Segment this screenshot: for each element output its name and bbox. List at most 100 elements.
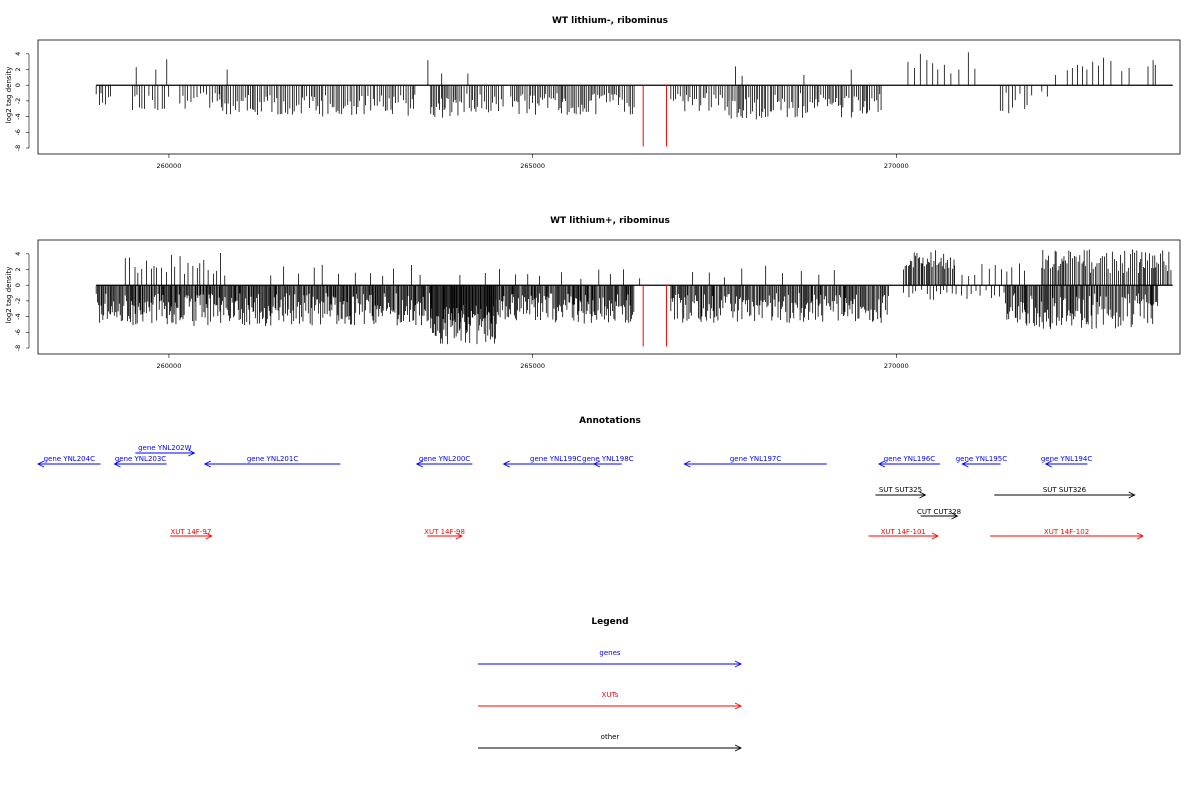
y-tick-label: -8 xyxy=(14,145,22,151)
feature-genes: gene YNL199C xyxy=(502,455,608,468)
feature-label: gene YNL201C xyxy=(247,455,298,463)
arrowhead-icon xyxy=(734,744,743,752)
feature-genes: gene YNL196C xyxy=(877,455,941,468)
arrowhead-icon xyxy=(734,702,743,710)
legend-entry: genes xyxy=(478,649,743,668)
feature-label: gene YNL200C xyxy=(419,455,470,463)
legend-entries: genes XUTs other xyxy=(478,649,743,752)
arrowhead-icon xyxy=(1136,532,1145,540)
arrowhead-icon xyxy=(734,660,743,668)
y-tick-label: 0 xyxy=(14,283,22,287)
y-tick-label: 2 xyxy=(14,67,22,71)
arrowhead-icon xyxy=(205,532,213,540)
y-tick-label: 2 xyxy=(14,267,22,271)
feature-genes: gene YNL194C xyxy=(1041,455,1092,468)
arrowhead-icon xyxy=(931,532,939,540)
feature-xuts: XUT 14F-98 xyxy=(424,528,465,540)
y-tick-label: -4 xyxy=(14,313,22,319)
feature-others: SUT SUT325 xyxy=(875,486,927,499)
panel-2-ylabel: log2 tag density xyxy=(5,267,13,324)
annotations-title: Annotations xyxy=(579,416,641,426)
feature-xuts: XUT 14F-97 xyxy=(170,528,213,540)
arrowhead-icon xyxy=(919,491,927,499)
feature-genes: gene YNL197C xyxy=(683,455,827,468)
x-tick-label: 270000 xyxy=(884,362,909,370)
feature-genes: gene YNL198C xyxy=(582,455,634,468)
arrowhead-icon xyxy=(502,460,510,468)
feature-label: XUT 14F-101 xyxy=(881,528,926,536)
feature-label: XUT 14F-97 xyxy=(170,528,211,536)
y-tick-label: -4 xyxy=(14,113,22,119)
y-tick-label: -2 xyxy=(14,98,22,104)
feature-others: SUT SUT326 xyxy=(994,486,1136,499)
panel-lithium-plus: WT lithium+, ribominus log2 tag density … xyxy=(5,216,1181,370)
feature-label: gene YNL197C xyxy=(730,455,781,463)
panel-1-ylabel: log2 tag density xyxy=(5,67,13,124)
panel-2-y-axis: 4 2 0 -2 -4 -6 -8 xyxy=(14,252,30,351)
feature-others: CUT CUT328 xyxy=(917,508,961,520)
y-tick-label: -2 xyxy=(14,298,22,304)
x-tick-label: 260000 xyxy=(157,162,182,170)
panel-2-x-axis: 260000 265000 270000 xyxy=(157,354,909,370)
arrowhead-icon xyxy=(113,460,121,468)
y-tick-label: -6 xyxy=(14,329,22,335)
feature-xuts: XUT 14F-101 xyxy=(868,528,939,540)
arrowhead-icon xyxy=(203,460,211,468)
feature-genes: gene YNL201C xyxy=(203,455,341,468)
panel-lithium-minus: WT lithium-, ribominus log2 tag density … xyxy=(5,16,1181,170)
feature-genes: gene YNL195C xyxy=(956,455,1007,468)
arrowhead-icon xyxy=(951,512,959,520)
arrowhead-icon xyxy=(455,532,463,540)
feature-genes: gene YNL203C xyxy=(113,455,167,468)
feature-label: gene YNL204C xyxy=(44,455,95,463)
arrowhead-icon xyxy=(188,449,196,457)
feature-label: SUT SUT326 xyxy=(1043,486,1087,494)
feature-genes: gene YNL200C xyxy=(415,455,473,468)
arrowhead-icon xyxy=(415,460,423,468)
feature-label: XUT 14F-102 xyxy=(1044,528,1089,536)
legend-title: Legend xyxy=(591,617,628,627)
arrowhead-icon xyxy=(592,460,601,468)
arrowhead-icon xyxy=(683,460,691,468)
arrowhead-icon xyxy=(1044,460,1052,468)
x-tick-label: 265000 xyxy=(520,162,545,170)
feature-label: CUT CUT328 xyxy=(917,508,961,516)
feature-label: gene YNL198C xyxy=(582,455,633,463)
legend-label: other xyxy=(601,733,620,741)
feature-label: gene YNL203C xyxy=(115,455,166,463)
panel-2-bars xyxy=(95,249,1173,347)
annotations-track: Annotations gene YNL204C gene YNL203Cgene… xyxy=(36,416,1145,540)
panel-1-y-axis: 4 2 0 -2 -4 -6 -8 xyxy=(14,52,30,151)
panel-1-title: WT lithium-, ribominus xyxy=(552,16,668,26)
feature-genes: gene YNL204C xyxy=(36,455,101,468)
panel-2-title: WT lithium+, ribominus xyxy=(550,216,670,226)
arrowhead-icon xyxy=(961,460,969,468)
legend-label: genes xyxy=(599,649,620,657)
arrowhead-icon xyxy=(36,460,45,468)
panel-1-bars xyxy=(95,52,1173,147)
panel-1-x-axis: 260000 265000 270000 xyxy=(157,154,909,170)
y-tick-label: 0 xyxy=(14,83,22,87)
x-tick-label: 265000 xyxy=(520,362,545,370)
legend-label: XUTs xyxy=(602,691,619,699)
y-tick-label: 4 xyxy=(14,252,22,256)
y-tick-label: -8 xyxy=(14,345,22,351)
feature-label: gene YNL195C xyxy=(956,455,1007,463)
panel-2-plot-frame xyxy=(37,239,1181,355)
feature-xuts: XUT 14F-102 xyxy=(990,528,1145,540)
y-tick-label: 4 xyxy=(14,52,22,56)
y-tick-label: -6 xyxy=(14,129,22,135)
legend-entry: XUTs xyxy=(478,691,743,710)
arrowhead-icon xyxy=(1128,491,1136,499)
legend: Legend genes XUTs other xyxy=(478,617,743,752)
arrowhead-icon xyxy=(877,460,886,468)
feature-label: gene YNL196C xyxy=(884,455,935,463)
feature-label: gene YNL194C xyxy=(1041,455,1092,463)
feature-genes: gene YNL202W xyxy=(135,444,196,457)
feature-label: XUT 14F-98 xyxy=(424,528,465,536)
x-tick-label: 260000 xyxy=(157,362,182,370)
legend-entry: other xyxy=(478,733,743,752)
feature-label: SUT SUT325 xyxy=(879,486,922,494)
annotation-features: gene YNL204C gene YNL203C gene YNL202W gene… xyxy=(36,444,1145,540)
